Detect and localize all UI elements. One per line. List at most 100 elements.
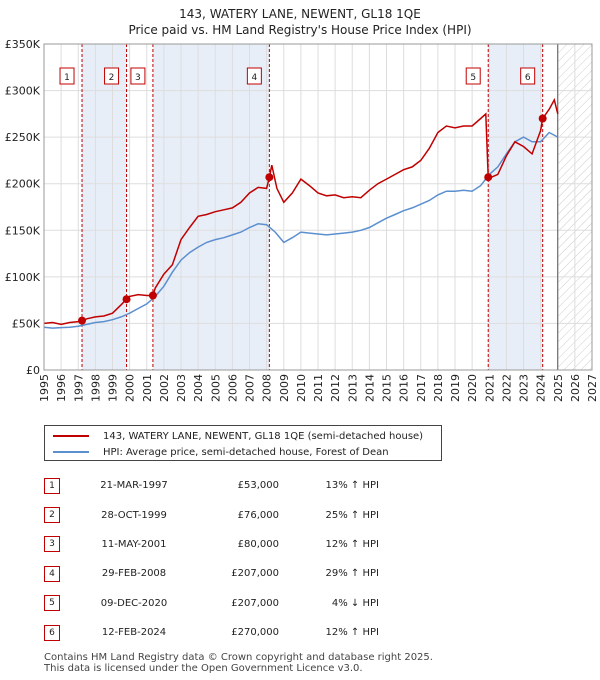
x-tick-label: 2014 xyxy=(363,374,376,402)
sale-number: 1 xyxy=(44,477,60,494)
sale-date: 29-FEB-2008 xyxy=(101,568,167,580)
sale-number: 6 xyxy=(44,624,60,641)
sale-row: 6 12-FEB-2024 £270,000 12% ↑ HPI xyxy=(44,618,379,647)
x-tick-label: 2001 xyxy=(141,374,154,402)
x-tick-label: 2007 xyxy=(244,374,257,402)
sale-label: 2 xyxy=(109,73,115,83)
sale-date: 09-DEC-2020 xyxy=(100,597,168,609)
x-tick-label: 2021 xyxy=(483,374,496,402)
x-tick-label: 2008 xyxy=(261,374,274,402)
x-tick-label: 2004 xyxy=(192,374,205,402)
sale-label: 4 xyxy=(251,73,257,83)
sale-label-box xyxy=(465,67,481,85)
sale-price: £207,000 xyxy=(231,597,279,609)
sale-hpi-change: 29% ↑ HPI xyxy=(325,568,379,580)
x-tick-label: 2003 xyxy=(175,374,188,402)
sale-label-box xyxy=(520,67,536,85)
x-tick-label: 2026 xyxy=(569,374,582,402)
sale-label-box xyxy=(130,67,146,85)
y-tick-label: £150K xyxy=(5,224,41,237)
x-tick-label: 2019 xyxy=(449,374,462,402)
x-tick-label: 2018 xyxy=(432,374,445,402)
sale-label: 5 xyxy=(470,73,476,83)
sale-hpi-change: 4% ↓ HPI xyxy=(331,597,379,609)
footer-licence: This data is licensed under the Open Gov… xyxy=(44,663,363,674)
sale-number: 5 xyxy=(44,595,60,612)
sale-row: 3 11-MAY-2001 £80,000 12% ↑ HPI xyxy=(44,530,379,559)
x-tick-label: 2022 xyxy=(500,374,513,402)
y-tick-label: £100K xyxy=(5,271,41,284)
sale-label: 6 xyxy=(525,73,531,83)
x-tick-label: 2023 xyxy=(518,374,531,402)
sale-date: 28-OCT-1999 xyxy=(101,509,167,521)
sale-price: £53,000 xyxy=(237,480,279,492)
sale-row: 1 21-MAR-1997 £53,000 13% ↑ HPI xyxy=(44,471,379,500)
footer-copyright: Contains HM Land Registry data © Crown c… xyxy=(44,652,433,663)
x-tick-label: 1998 xyxy=(89,374,102,402)
x-tick-label: 2027 xyxy=(586,374,599,402)
sale-hpi-change: 12% ↑ HPI xyxy=(325,538,379,550)
x-tick-label: 2013 xyxy=(346,374,359,402)
sale-number: 3 xyxy=(44,536,60,553)
sale-label-box xyxy=(104,67,120,85)
x-tick-label: 2025 xyxy=(552,374,565,402)
sale-date: 21-MAR-1997 xyxy=(100,480,168,492)
y-tick-label: £0 xyxy=(26,364,40,377)
sale-point xyxy=(538,114,547,123)
x-tick-label: 1995 xyxy=(38,374,51,402)
chart-title: 143, WATERY LANE, NEWENT, GL18 1QE xyxy=(179,7,421,21)
sale-label-box xyxy=(59,67,75,85)
sales-table: 1 21-MAR-1997 £53,000 13% ↑ HPI 2 28-OCT-1999… xyxy=(44,471,379,647)
x-tick-label: 2020 xyxy=(466,374,479,402)
sale-date: 12-FEB-2024 xyxy=(101,627,167,639)
legend-label-property: 143, WATERY LANE, NEWENT, GL18 1QE (semi… xyxy=(103,430,424,442)
x-tick-label: 2011 xyxy=(312,374,325,402)
sale-row: 2 28-OCT-1999 £76,000 25% ↑ HPI xyxy=(44,500,379,529)
x-tick-label: 2024 xyxy=(535,374,548,402)
sale-period-band xyxy=(152,44,270,370)
sale-period-band xyxy=(488,44,543,370)
plot-frame xyxy=(43,43,593,371)
sale-price: £207,000 xyxy=(231,568,279,580)
x-tick-label: 2000 xyxy=(124,374,137,402)
x-tick-label: 2012 xyxy=(329,374,342,402)
sale-price: £76,000 xyxy=(237,509,279,521)
x-tick-label: 2010 xyxy=(295,374,308,402)
legend: 143, WATERY LANE, NEWENT, GL18 1QE (semi… xyxy=(44,425,442,461)
sale-label: 1 xyxy=(64,73,70,83)
x-tick-label: 2006 xyxy=(226,374,239,402)
y-tick-label: £350K xyxy=(5,38,41,51)
x-tick-label: 2005 xyxy=(209,374,222,402)
sale-label: 3 xyxy=(135,73,141,83)
sale-point xyxy=(122,295,131,304)
sale-point xyxy=(265,173,274,182)
sale-number: 2 xyxy=(44,507,60,524)
legend-swatch-hpi xyxy=(53,451,89,453)
sale-hpi-change: 25% ↑ HPI xyxy=(325,509,379,521)
sale-point xyxy=(484,173,493,182)
x-tick-label: 1996 xyxy=(55,374,68,402)
sale-row: 5 09-DEC-2020 £207,000 4% ↓ HPI xyxy=(44,589,379,618)
hpi-line xyxy=(43,131,559,329)
legend-swatch-property xyxy=(53,435,89,437)
sale-point xyxy=(148,291,157,300)
sale-date: 11-MAY-2001 xyxy=(101,538,167,550)
legend-item-property: 143, WATERY LANE, NEWENT, GL18 1QE (semi… xyxy=(53,428,423,444)
sale-hpi-change: 13% ↑ HPI xyxy=(325,480,379,492)
x-tick-label: 2015 xyxy=(381,374,394,402)
sale-price: £270,000 xyxy=(231,627,279,639)
sale-row: 4 29-FEB-2008 £207,000 29% ↑ HPI xyxy=(44,559,379,588)
chart-subtitle: Price paid vs. HM Land Registry's House … xyxy=(128,23,472,37)
y-tick-label: £50K xyxy=(12,317,41,330)
y-tick-label: £250K xyxy=(5,131,41,144)
x-tick-label: 2002 xyxy=(158,374,171,402)
legend-label-hpi: HPI: Average price, semi-detached house,… xyxy=(103,446,389,458)
x-tick-label: 2016 xyxy=(398,374,411,402)
x-tick-label: 2017 xyxy=(415,374,428,402)
y-tick-label: £200K xyxy=(5,178,41,191)
sale-hpi-change: 12% ↑ HPI xyxy=(325,627,379,639)
x-tick-label: 2009 xyxy=(278,374,291,402)
price-chart: £0 £50K £100K £150K £200K £250K £300K £350K 1995… xyxy=(5,38,599,402)
x-tick-label: 1997 xyxy=(72,374,85,402)
legend-item-hpi: HPI: Average price, semi-detached house,… xyxy=(53,444,389,460)
